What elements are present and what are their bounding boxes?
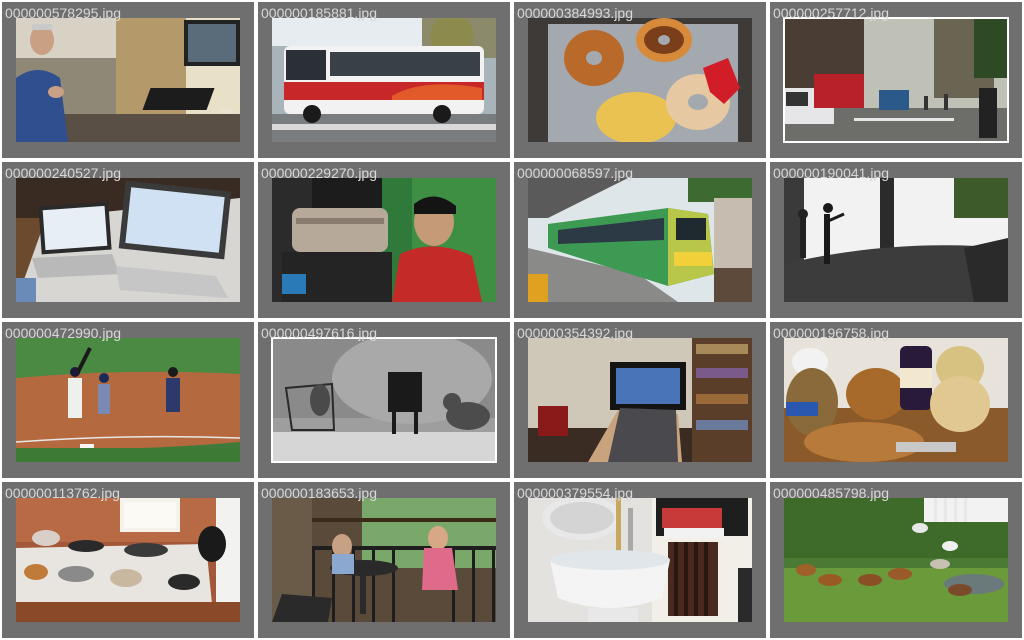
thumbnail-laptops[interactable]	[16, 178, 240, 302]
image-tile[interactable]: 000000190041.jpg	[770, 162, 1022, 318]
image-filename: 000000190041.jpg	[773, 165, 890, 181]
image-filename: 000000257712.jpg	[773, 5, 890, 21]
image-tile[interactable]: 000000229270.jpg	[258, 162, 510, 318]
image-tile[interactable]: 000000578295.jpg	[2, 2, 254, 158]
thumbnail-geese[interactable]	[784, 498, 1008, 622]
image-filename: 000000497616.jpg	[261, 325, 378, 341]
image-filename: 000000240527.jpg	[5, 165, 122, 181]
image-filename: 000000485798.jpg	[773, 485, 890, 501]
thumbnail-bus[interactable]	[272, 18, 496, 142]
image-tile[interactable]: 000000485798.jpg	[770, 482, 1022, 638]
image-filename: 000000196758.jpg	[773, 325, 890, 341]
image-filename: 000000472990.jpg	[5, 325, 122, 341]
thumbnail-teddy-bread[interactable]	[784, 338, 1008, 462]
image-tile[interactable]: 000000183653.jpg	[258, 482, 510, 638]
thumbnail-tv-remote[interactable]	[528, 338, 752, 462]
thumbnail-donuts[interactable]	[528, 18, 752, 142]
image-tile[interactable]: 000000497616.jpg	[258, 322, 510, 478]
image-tile[interactable]: 000000113762.jpg	[2, 482, 254, 638]
image-filename: 000000185881.jpg	[261, 5, 378, 21]
thumbnail-porch-children[interactable]	[272, 498, 496, 622]
image-tile[interactable]: 000000240527.jpg	[2, 162, 254, 318]
thumbnail-boy-luggage[interactable]	[272, 178, 496, 302]
thumbnail-skateboarders[interactable]	[784, 178, 1008, 302]
thumbnail-vintage-cats[interactable]	[271, 337, 497, 463]
thumbnail-toilet-bubbles[interactable]	[528, 498, 752, 622]
image-tile[interactable]: 000000068597.jpg	[514, 162, 766, 318]
image-tile[interactable]: 000000196758.jpg	[770, 322, 1022, 478]
image-filename: 000000578295.jpg	[5, 5, 122, 21]
image-tile[interactable]: 000000354392.jpg	[514, 322, 766, 478]
thumbnail-train[interactable]	[528, 178, 752, 302]
thumbnail-office-man[interactable]	[16, 18, 240, 142]
thumbnail-baseball[interactable]	[16, 338, 240, 462]
thumbnail-cats-couch[interactable]	[16, 498, 240, 622]
image-filename: 000000384993.jpg	[517, 5, 634, 21]
image-filename: 000000183653.jpg	[261, 485, 378, 501]
image-filename: 000000113762.jpg	[5, 485, 120, 501]
image-filename: 000000379554.jpg	[517, 485, 634, 501]
image-tile[interactable]: 000000185881.jpg	[258, 2, 510, 158]
image-filename: 000000068597.jpg	[517, 165, 634, 181]
image-tile[interactable]: 000000379554.jpg	[514, 482, 766, 638]
image-tile[interactable]: 000000472990.jpg	[2, 322, 254, 478]
image-filename: 000000354392.jpg	[517, 325, 634, 341]
image-tile[interactable]: 000000257712.jpg	[770, 2, 1022, 158]
thumbnail-city-street[interactable]	[783, 17, 1009, 143]
image-tile[interactable]: 000000384993.jpg	[514, 2, 766, 158]
image-filename: 000000229270.jpg	[261, 165, 378, 181]
